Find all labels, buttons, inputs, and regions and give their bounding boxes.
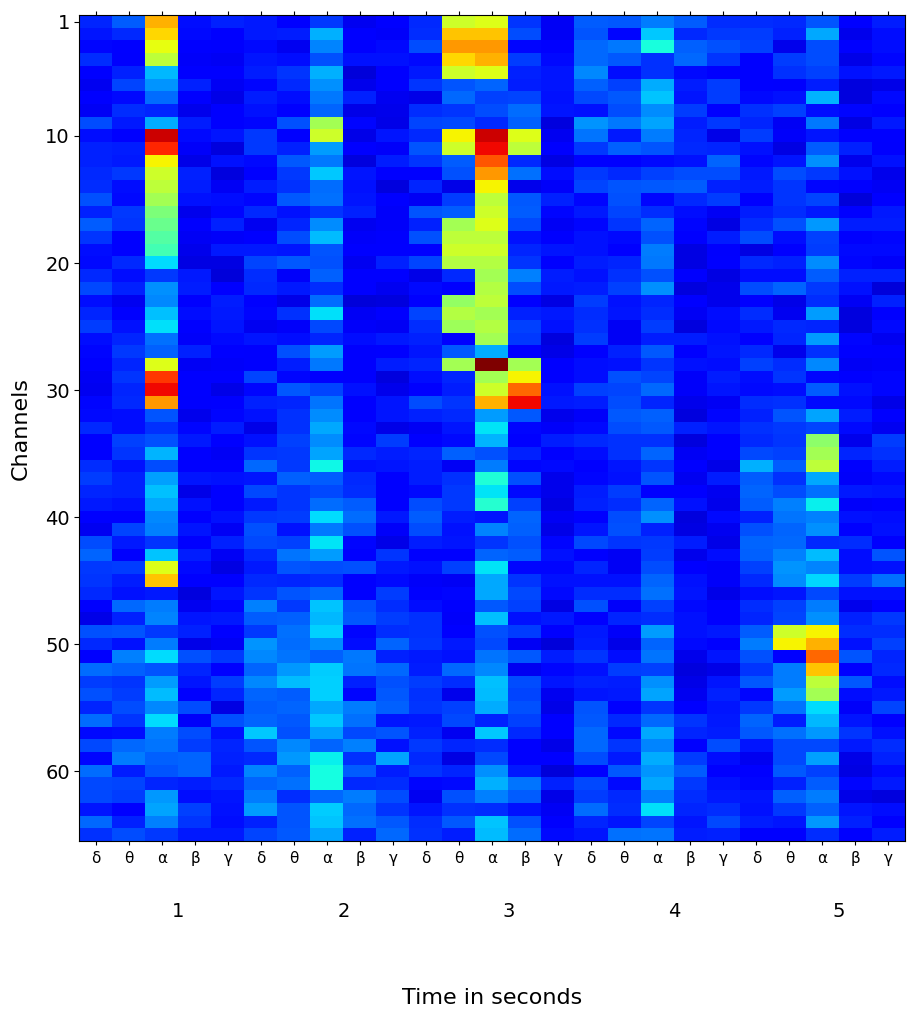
Y-axis label: Channels: Channels (11, 377, 31, 480)
X-axis label: Time in seconds: Time in seconds (402, 987, 583, 1008)
